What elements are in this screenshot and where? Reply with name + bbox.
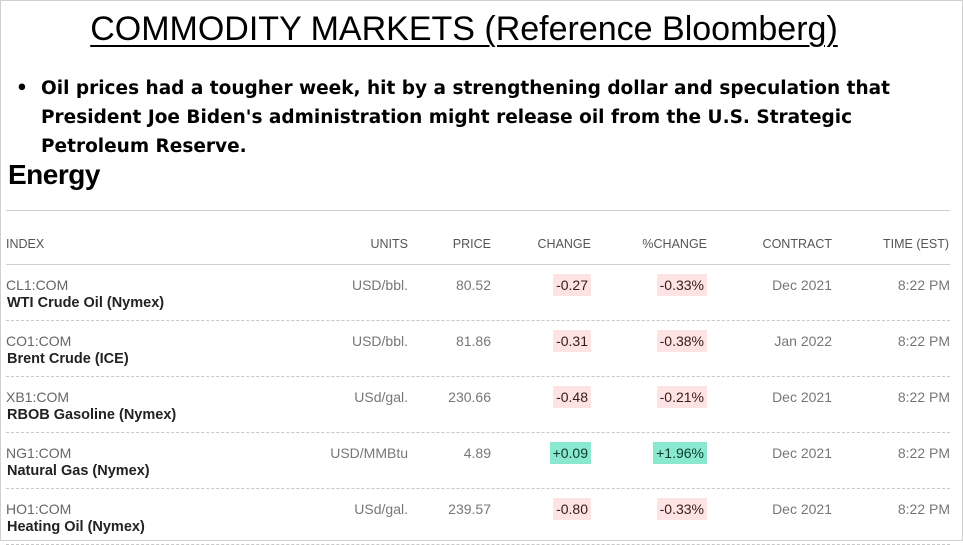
contract-cell: Dec 2021 [772, 277, 832, 293]
header-time: TIME (EST) [883, 237, 949, 251]
contract-cell: Jan 2022 [774, 333, 832, 349]
bullet-text: Oil prices had a tougher week, hit by a … [41, 78, 890, 157]
pct-change-badge: +1.96% [653, 442, 707, 464]
units-cell: USD/bbl. [351, 333, 408, 349]
contract-cell: Dec 2021 [772, 445, 832, 461]
contract-cell: Dec 2021 [772, 501, 832, 517]
index-code: HO1:COM [6, 501, 72, 517]
index-name: Brent Crude (ICE) [7, 351, 129, 367]
pct-change-badge: -0.38% [656, 330, 707, 352]
header-units: UNITS [370, 237, 409, 251]
bullet-point: • Oil prices had a tougher week, hit by … [16, 74, 951, 161]
table-row: NG1:COM Natural Gas (Nymex) USD/MMBtu 4.89 +… [6, 433, 950, 489]
index-code: CO1:COM [6, 333, 72, 349]
header-price: PRICE [452, 237, 491, 251]
time-cell: 8:22 PM [897, 445, 950, 461]
price-cell: 239.57 [448, 501, 491, 517]
header-contract: CONTRACT [762, 237, 832, 251]
table-row: XB1:COM RBOB Gasoline (Nymex) USd/gal. 230.… [6, 377, 950, 433]
bullet-icon: • [16, 78, 28, 99]
time-cell: 8:22 PM [897, 501, 950, 517]
table-row: CL1:COM WTI Crude Oil (Nymex) USD/bbl. 80.5… [6, 265, 950, 321]
units-cell: USD/MMBtu [330, 445, 408, 461]
index-name: Heating Oil (Nymex) [7, 519, 145, 535]
table-header-row: INDEX UNITS PRICE CHANGE %CHANGE CONTRAC… [6, 210, 950, 265]
section-heading: Energy [8, 159, 100, 190]
time-cell: 8:22 PM [897, 389, 950, 405]
price-cell: 81.86 [455, 333, 491, 349]
index-name: WTI Crude Oil (Nymex) [7, 295, 165, 311]
price-cell: 230.66 [448, 389, 491, 405]
table-row: HO1:COM Heating Oil (Nymex) USd/gal. 239.57… [6, 489, 950, 545]
time-cell: 8:22 PM [897, 333, 950, 349]
price-cell: 4.89 [463, 445, 491, 461]
price-cell: 80.52 [455, 277, 491, 293]
contract-cell: Dec 2021 [772, 389, 832, 405]
pct-change-badge: -0.21% [656, 386, 707, 408]
change-badge: -0.80 [553, 498, 591, 520]
header-pct-change: %CHANGE [642, 237, 707, 251]
change-badge: -0.48 [553, 386, 591, 408]
index-name: Natural Gas (Nymex) [7, 463, 150, 479]
index-code: NG1:COM [6, 445, 72, 461]
index-code: XB1:COM [6, 389, 70, 405]
change-badge: -0.27 [553, 274, 591, 296]
index-code: CL1:COM [6, 277, 69, 293]
units-cell: USd/gal. [354, 501, 408, 517]
table-row: CO1:COM Brent Crude (ICE) USD/bbl. 81.86 -0.… [6, 321, 950, 377]
pct-change-badge: -0.33% [656, 274, 707, 296]
change-badge: -0.31 [553, 330, 591, 352]
change-badge: +0.09 [549, 442, 591, 464]
pct-change-badge: -0.33% [656, 498, 707, 520]
slide-title-text: COMMODITY MARKETS (Reference Bloomberg) [90, 10, 838, 48]
time-cell: 8:22 PM [897, 277, 950, 293]
header-change: CHANGE [537, 237, 591, 251]
header-index: INDEX [6, 237, 45, 251]
units-cell: USD/bbl. [351, 277, 408, 293]
slide-title: COMMODITY MARKETS (Reference Bloomberg) [0, 10, 928, 49]
index-name: RBOB Gasoline (Nymex) [7, 407, 177, 423]
units-cell: USd/gal. [354, 389, 408, 405]
table-top-rule [6, 210, 950, 211]
